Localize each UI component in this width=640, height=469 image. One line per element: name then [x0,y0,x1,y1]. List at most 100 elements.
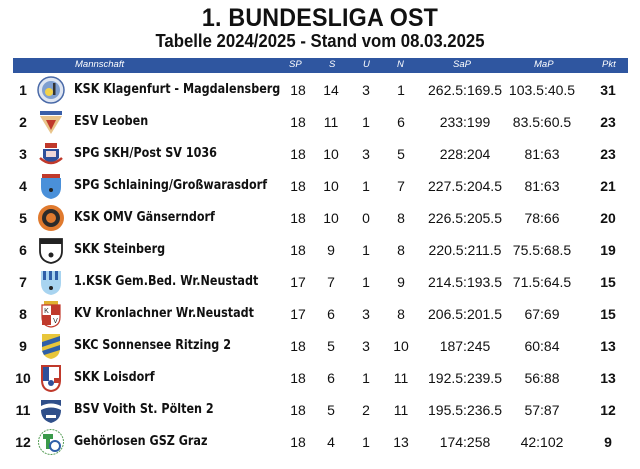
table-row: 11 BSV Voith St. Pölten 2 18 5 2 11 195.… [0,394,640,426]
draws: 3 [362,146,370,162]
games-played: 18 [290,178,306,194]
wins: 6 [327,306,335,322]
games-played: 18 [290,242,306,258]
games-played: 18 [290,338,306,354]
match-points: 75.5:68.5 [512,242,572,258]
games-played: 17 [290,274,306,290]
draws: 1 [362,370,370,386]
losses: 5 [397,146,405,162]
games-played: 18 [290,434,306,450]
spg-schlaining-logo-icon [41,174,61,199]
games-played: 18 [290,370,306,386]
rank: 4 [19,178,27,194]
losses: 13 [393,434,409,450]
draws: 2 [362,402,370,418]
set-points: 206.5:201.5 [428,306,502,322]
set-points: 233:199 [439,114,491,130]
skc-sonnensee-logo-icon [42,334,60,359]
team-name: SPG Schlaining/Großwarasdorf [74,178,268,193]
points: 20 [600,210,616,226]
table-row: 9 SKC Sonnensee Ritzing 2 18 5 3 10 187:… [0,330,640,362]
losses: 11 [393,370,409,386]
set-points: 262.5:169.5 [428,82,502,98]
games-played: 18 [290,146,306,162]
column-header-s: S [329,59,336,70]
wins: 7 [327,274,335,290]
points: 13 [600,338,616,354]
rank: 10 [15,370,31,386]
wins: 10 [323,210,339,226]
svg-text:K: K [44,308,49,315]
table-row: 5 KSK OMV Gänserndorf 18 10 0 8 226.5:20… [0,202,640,234]
skk-steinberg-logo-icon [39,238,63,264]
bsv-voith-logo-icon [41,400,61,423]
wins: 5 [327,338,335,354]
rank: 3 [19,146,27,162]
match-points: 57:87 [524,402,560,418]
wins: 6 [327,370,335,386]
losses: 10 [393,338,409,354]
set-points: 195.5:236.5 [428,402,502,418]
games-played: 17 [290,306,306,322]
points: 15 [600,306,616,322]
losses: 6 [397,114,405,130]
rank: 1 [19,82,27,98]
wins: 11 [323,114,339,130]
team-name: SKC Sonnensee Ritzing 2 [74,338,231,353]
draws: 1 [362,274,370,290]
points: 31 [600,82,616,98]
losses: 8 [397,242,405,258]
table-row: 3 SPG SKH/Post SV 1036 18 10 3 5 228:204… [0,138,640,170]
games-played: 18 [290,114,306,130]
page-title: 1. BUNDESLIGA OST [201,4,439,32]
team-name: ESV Leoben [74,114,149,129]
spg-skh-post-logo-icon [39,143,63,165]
match-points: 103.5:40.5 [508,82,576,98]
points: 23 [600,146,616,162]
match-points: 81:63 [524,146,560,162]
wins: 9 [327,242,335,258]
rank: 11 [15,402,31,418]
draws: 3 [362,338,370,354]
match-points: 81:63 [524,178,560,194]
set-points: 192.5:239.5 [428,370,502,386]
games-played: 18 [290,402,306,418]
table-row: 6 SKK Steinberg 18 9 1 8 220.5:211.5 75.… [0,234,640,266]
wins: 10 [323,146,339,162]
team-name: SKK Steinberg [74,242,166,257]
match-points: 83.5:60.5 [512,114,572,130]
table-row: 1 KSK Klagenfurt - Magdalensberg 18 14 3… [0,74,640,106]
losses: 8 [397,210,405,226]
match-points: 56:88 [524,370,560,386]
team-name: Gehörlosen GSZ Graz [74,434,208,449]
table-row: 4 SPG Schlaining/Großwarasdorf 18 10 1 7… [0,170,640,202]
column-header-sap: SaP [453,59,471,70]
points: 12 [600,402,616,418]
match-points: 42:102 [520,434,564,450]
match-points: 60:84 [524,338,560,354]
wins: 4 [327,434,335,450]
rank: 5 [19,210,27,226]
svg-text:V: V [53,318,58,325]
set-points: 174:258 [439,434,491,450]
column-header-pkt: Pkt [602,59,616,70]
column-header-u: U [363,59,370,70]
points: 21 [600,178,616,194]
page-subtitle: Tabelle 2024/2025 - Stand vom 08.03.2025 [155,31,485,51]
losses: 7 [397,178,405,194]
wins: 5 [327,402,335,418]
draws: 3 [362,306,370,322]
rank: 12 [15,434,31,450]
set-points: 214.5:193.5 [428,274,502,290]
set-points: 228:204 [439,146,491,162]
team-name: SKK Loisdorf [74,370,155,385]
gehoerlosen-gsz-logo-icon [38,429,64,455]
column-header-map: MaP [534,59,554,70]
table-row: 10 SKK Loisdorf 18 6 1 11 192.5:239.5 56… [0,362,640,394]
ksk-klagenfurt-logo-icon [37,76,65,104]
table-header: Mannschaft SP S U N SaP MaP Pkt [13,58,628,73]
points: 9 [604,434,612,450]
draws: 1 [362,434,370,450]
points: 23 [600,114,616,130]
